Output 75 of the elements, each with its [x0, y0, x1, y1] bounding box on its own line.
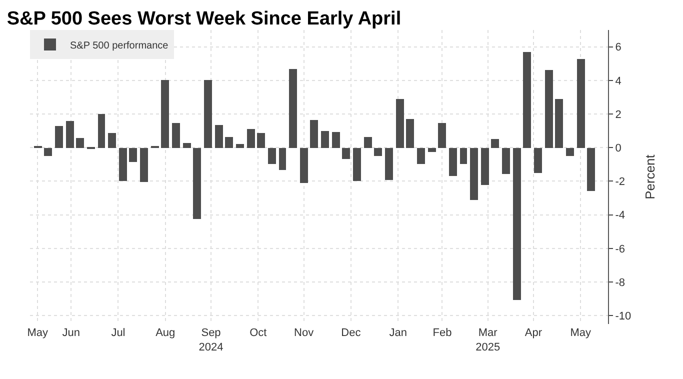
bar [417, 148, 425, 164]
bar [587, 148, 595, 191]
x-tick-label: Sep 2024 [198, 327, 224, 354]
y-axis-title: Percent [642, 154, 658, 200]
x-tick-label: Dec [341, 327, 362, 339]
bar [513, 148, 521, 300]
bar [396, 99, 404, 148]
bar [161, 80, 169, 148]
y-tick-label: 6 [615, 42, 622, 54]
bar [342, 148, 350, 159]
y-tick-label: -2 [615, 176, 625, 188]
bar [310, 120, 318, 148]
bar [257, 133, 265, 148]
bar [449, 148, 457, 176]
bar [502, 148, 510, 174]
bar [129, 148, 137, 162]
y-tick-label: -10 [615, 310, 632, 322]
bar [289, 69, 297, 148]
x-tick-label: Apr [524, 327, 542, 339]
bar [204, 80, 212, 148]
x-tick-label: Jun [62, 327, 80, 339]
bar [321, 131, 329, 148]
bar [566, 148, 574, 156]
bar [140, 148, 148, 182]
bar [236, 144, 244, 148]
bar [183, 143, 191, 148]
bar [555, 99, 563, 148]
x-tick-label: Nov [294, 327, 314, 339]
bar [108, 133, 116, 148]
x-tick-label: Feb [432, 327, 452, 339]
chart-title: S&P 500 Sees Worst Week Since Early April [6, 8, 402, 30]
bar [523, 52, 531, 148]
bar [66, 121, 74, 148]
bar [470, 148, 478, 200]
x-tick-label: Oct [250, 327, 267, 339]
legend-label: S&P 500 performance [70, 40, 169, 52]
y-tick-label: 0 [615, 142, 622, 154]
x-tick-label: Aug [156, 327, 176, 339]
bar [438, 123, 446, 148]
bar [332, 132, 340, 148]
bar [491, 139, 499, 148]
bar [406, 119, 414, 148]
bar [44, 148, 52, 156]
bar [193, 148, 201, 219]
bar [460, 148, 467, 164]
bar [76, 138, 84, 148]
bar [215, 125, 223, 148]
bar [247, 129, 255, 148]
bar [577, 59, 585, 148]
bar [353, 148, 361, 181]
bar [98, 114, 105, 148]
x-tick-label: Jan [389, 327, 407, 339]
bar [364, 137, 372, 148]
y-tick-label: 4 [615, 75, 622, 88]
bar [374, 148, 382, 156]
y-tick-label: -8 [615, 276, 625, 289]
x-tick-label: Mar 2025 [476, 327, 500, 354]
x-tick-label: May [27, 327, 48, 339]
bar [268, 148, 276, 164]
bar [385, 148, 393, 180]
bar [172, 123, 180, 148]
y-tick-label: 2 [615, 108, 622, 121]
bar [225, 137, 233, 148]
bar [545, 70, 553, 148]
bar [55, 126, 63, 148]
bar [428, 148, 436, 152]
x-tick-label: Jul [111, 327, 126, 339]
x-tick-label: May [570, 327, 592, 339]
bar [279, 148, 286, 170]
bar [119, 148, 127, 181]
bar [534, 148, 542, 173]
y-tick-label: -6 [615, 243, 625, 256]
bar [300, 148, 308, 183]
y-tick-label: -4 [615, 210, 625, 222]
bar [481, 148, 489, 185]
